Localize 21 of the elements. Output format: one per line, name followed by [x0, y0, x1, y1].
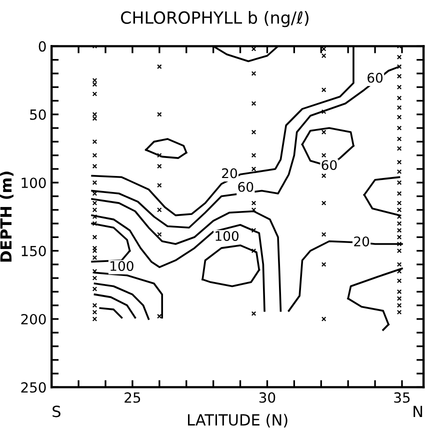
chart-title: CHLOROPHYLL b (ng/ℓ)	[121, 11, 308, 28]
y-tick-label: 150	[22, 246, 46, 256]
y-tick-label: 200	[21, 314, 46, 324]
annotation: 100	[110, 261, 134, 271]
x-tick-label: 25	[124, 392, 140, 403]
y-tick-label: 250	[21, 382, 46, 393]
annotation: 20	[222, 168, 238, 178]
x-tick-label: 35	[394, 392, 410, 403]
annotation: 60	[238, 182, 254, 192]
y-tick-label: 100	[22, 178, 46, 188]
annotation: 100	[216, 231, 239, 241]
text: S	[52, 406, 60, 418]
annotation: 60	[322, 160, 337, 170]
y-axis-title: DEPTH (m)	[0, 172, 14, 262]
annotation: 20	[354, 236, 370, 246]
text: N	[414, 406, 422, 417]
y-tick-label: 50	[30, 109, 46, 120]
x-axis-title: LATITUDE (N)	[188, 414, 288, 428]
y-tick-label: 0	[38, 41, 46, 52]
x-tick-label: 30	[259, 392, 276, 403]
annotation: 60	[368, 72, 383, 83]
